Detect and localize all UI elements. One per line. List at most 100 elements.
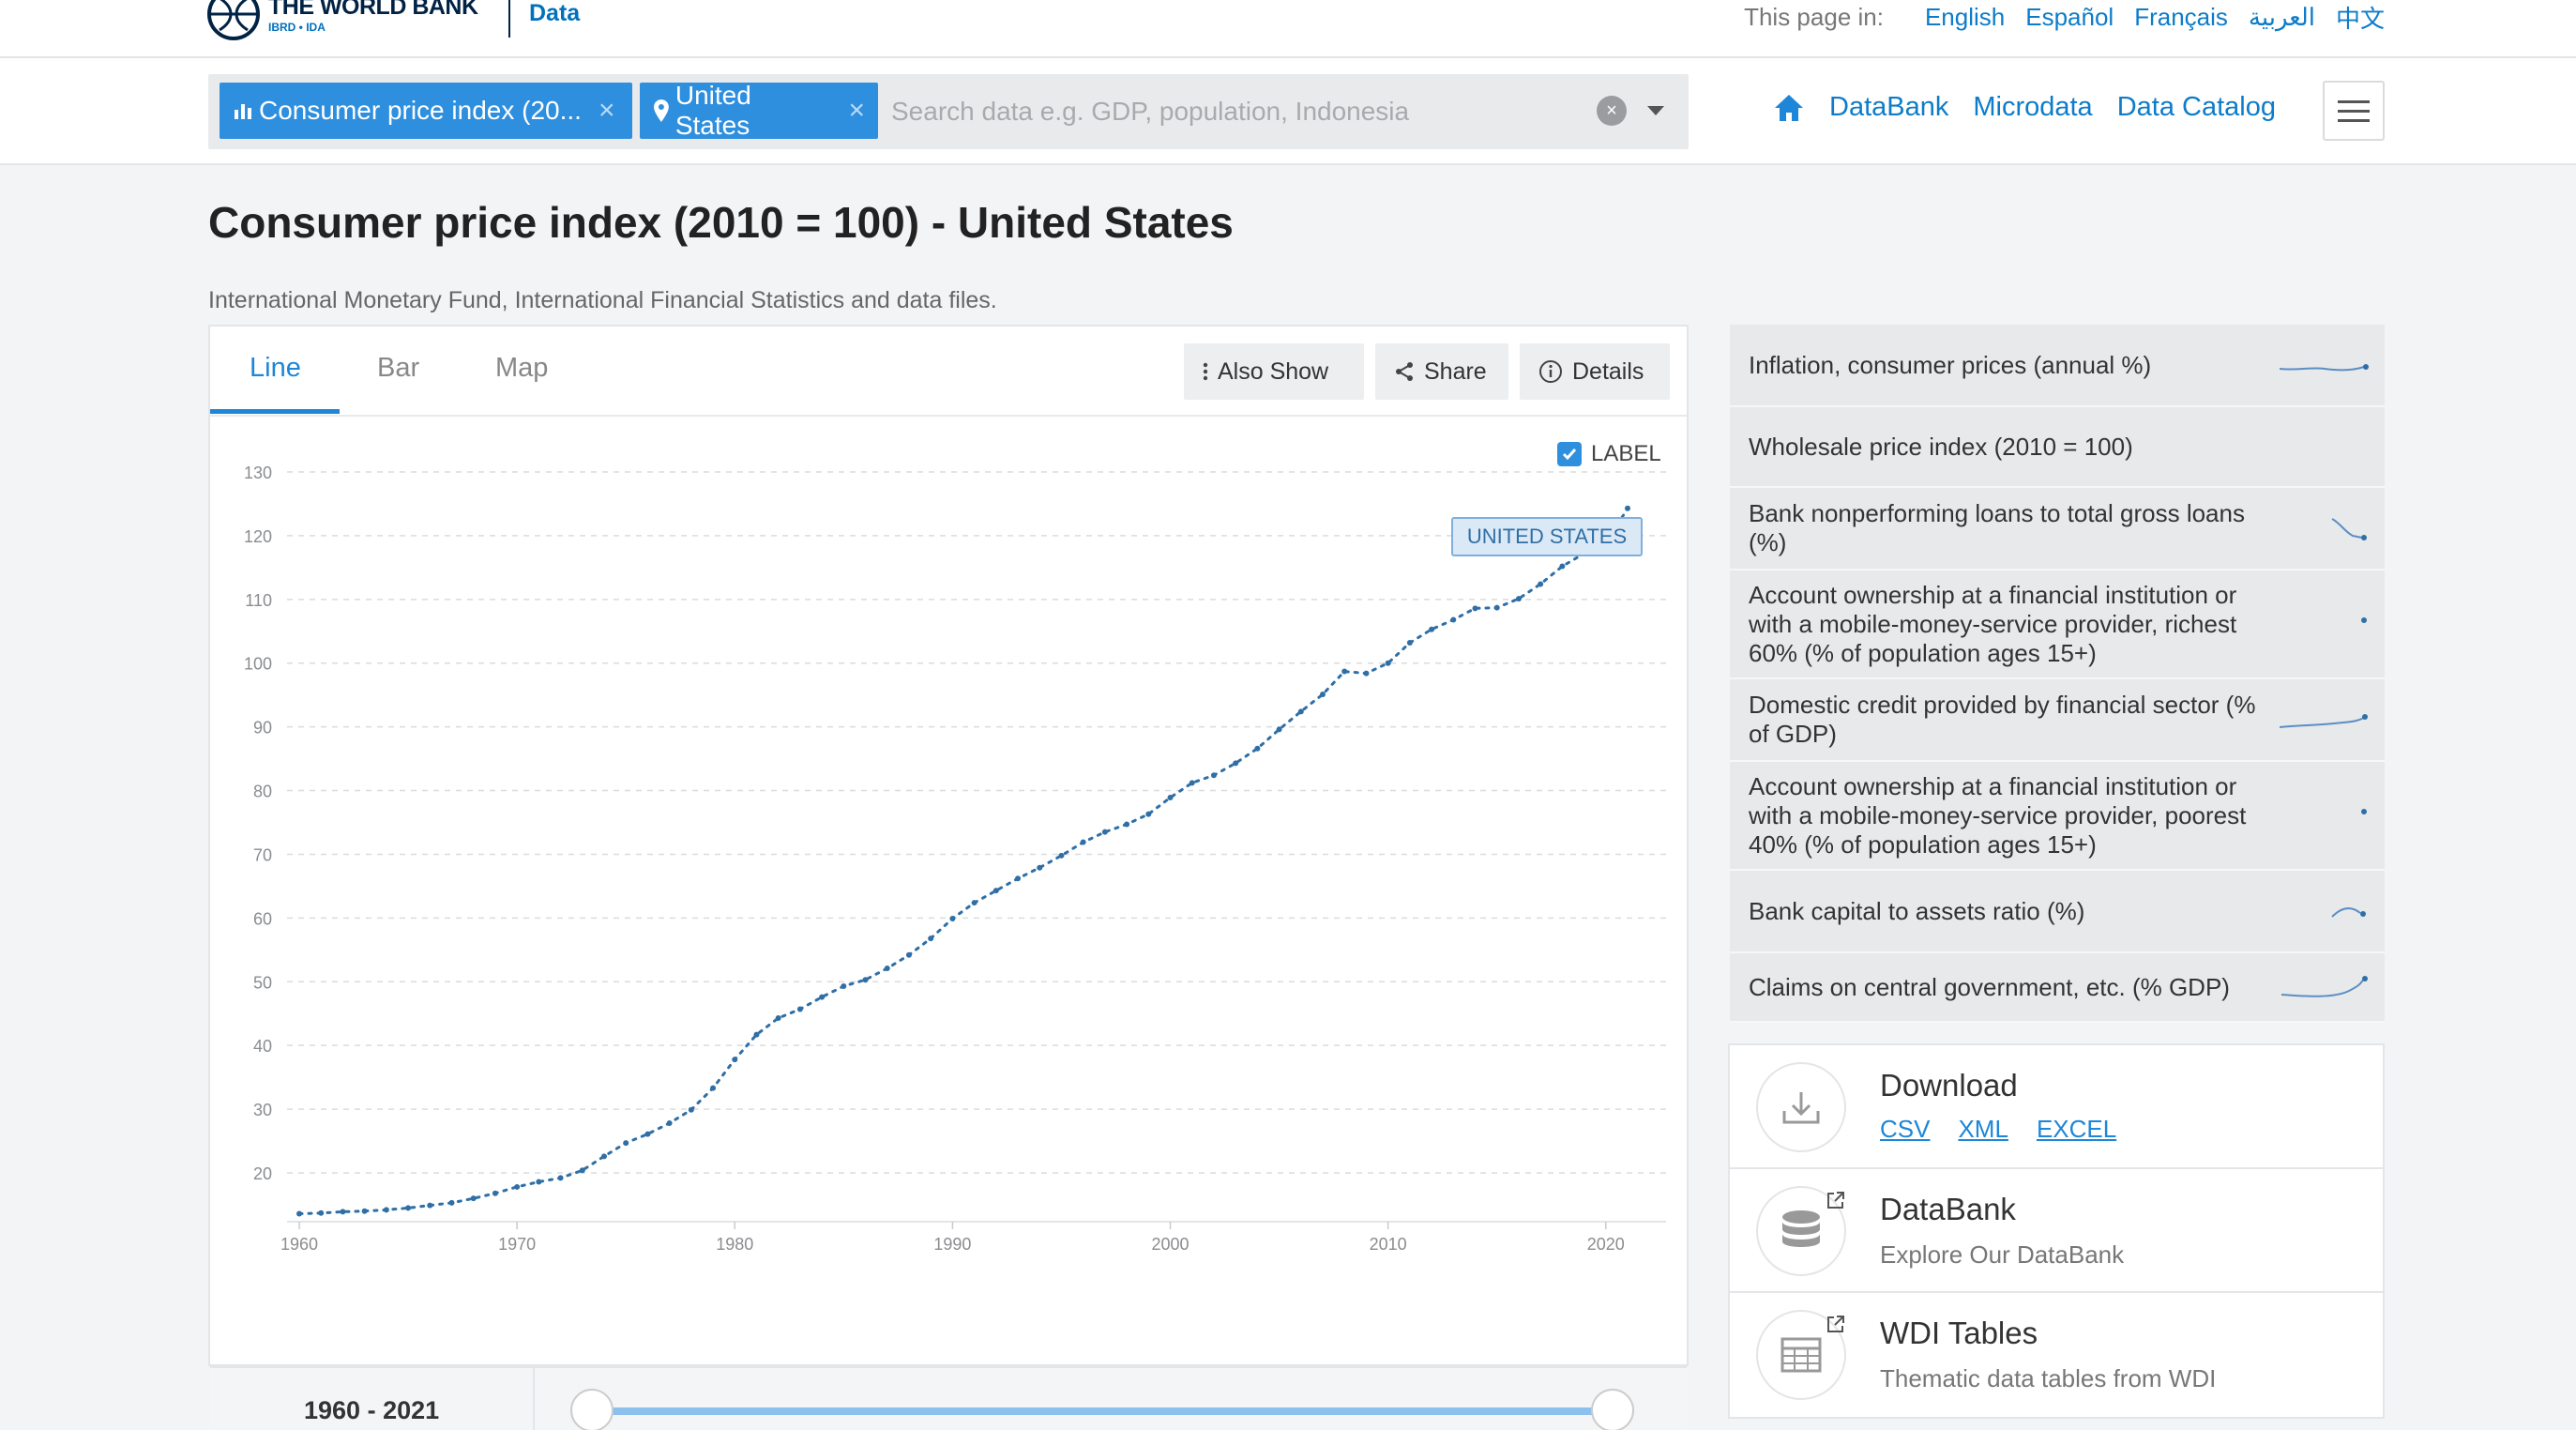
tab-line[interactable]: Line — [250, 353, 301, 383]
details-label: Details — [1572, 358, 1644, 385]
data-point — [557, 1175, 564, 1181]
lang-english[interactable]: English — [1924, 3, 2006, 31]
related-item-label: Account ownership at a financial institu… — [1749, 771, 2247, 859]
checkmark-icon — [1562, 449, 1577, 461]
y-tick-label: 110 — [245, 591, 272, 610]
location-pin-icon — [653, 99, 669, 122]
nav-links: DataBank Microdata Data Catalog — [1773, 92, 2276, 123]
data-point — [1037, 864, 1043, 871]
table-icon — [1780, 1337, 1822, 1373]
related-item[interactable]: Claims on central government, etc. (% GD… — [1730, 953, 2385, 1023]
date-range-slider[interactable] — [595, 1407, 1614, 1415]
related-item-label: Claims on central government, etc. (% GD… — [1749, 972, 2230, 1001]
data-point — [1080, 839, 1086, 845]
lang-francais[interactable]: Français — [2134, 3, 2228, 31]
hamburger-icon-bar — [2338, 118, 2370, 122]
section-link-data[interactable]: Data — [529, 0, 581, 26]
data-point — [905, 951, 912, 958]
country-chip[interactable]: United States × — [640, 81, 878, 140]
download-csv-link[interactable]: CSV — [1880, 1115, 1931, 1143]
download-card: Download CSV XML EXCEL — [1730, 1045, 2383, 1169]
lang-chinese[interactable]: 中文 — [2335, 5, 2385, 33]
related-item[interactable]: Wholesale price index (2010 = 100) — [1730, 407, 2385, 488]
related-item-label: Bank capital to assets ratio (%) — [1749, 896, 2085, 925]
menu-button[interactable] — [2323, 81, 2385, 141]
related-item[interactable]: Bank nonperforming loans to total gross … — [1730, 488, 2385, 570]
data-point — [775, 1014, 781, 1021]
data-point — [1058, 852, 1065, 859]
related-item[interactable]: Bank capital to assets ratio (%) — [1730, 871, 2385, 953]
data-point — [318, 1209, 325, 1216]
y-tick-label: 20 — [253, 1164, 272, 1183]
related-item[interactable]: Account ownership at a financial institu… — [1730, 570, 2385, 679]
chevron-down-icon[interactable] — [1647, 106, 1664, 115]
related-item[interactable]: Domestic credit provided by financial se… — [1730, 679, 2385, 762]
related-item[interactable]: Inflation, consumer prices (annual %) — [1730, 325, 2385, 407]
chart-series — [296, 505, 1630, 1217]
data-point — [971, 900, 977, 906]
nav-link-data-catalog[interactable]: Data Catalog — [2116, 92, 2276, 122]
label-checkbox[interactable] — [1557, 442, 1582, 466]
chart-grid — [287, 471, 1666, 1174]
data-point — [1276, 726, 1282, 733]
wdi-tables-card[interactable]: WDI Tables Thematic data tables from WDI — [1730, 1293, 2383, 1417]
close-icon[interactable]: × — [598, 95, 615, 126]
data-point — [448, 1199, 455, 1206]
world-bank-logo[interactable]: THE WORLD BANK IBRD • IDA — [206, 0, 478, 41]
download-excel-link[interactable]: EXCEL — [2036, 1115, 2117, 1143]
data-point — [427, 1202, 433, 1209]
database-icon — [1782, 1210, 1820, 1247]
data-point — [405, 1205, 412, 1211]
range-end-handle[interactable] — [1591, 1389, 1634, 1430]
y-tick-label: 50 — [253, 973, 272, 992]
data-point — [1101, 829, 1108, 835]
page-title: Consumer price index (2010 = 100) - Unit… — [208, 198, 1234, 247]
search-box[interactable]: Consumer price index (20... × United Sta… — [208, 74, 1689, 149]
close-icon[interactable]: × — [848, 95, 865, 126]
search-input[interactable] — [891, 84, 1604, 140]
data-point — [1625, 505, 1630, 511]
data-point — [753, 1031, 760, 1038]
data-point — [1297, 708, 1304, 715]
range-start-handle[interactable] — [570, 1389, 614, 1430]
data-point — [884, 966, 890, 972]
range-divider — [533, 1368, 535, 1430]
databank-card[interactable]: DataBank Explore Our DataBank — [1730, 1169, 2383, 1293]
indicator-chip[interactable]: Consumer price index (20... × — [220, 83, 632, 139]
data-point — [1189, 780, 1195, 786]
tab-map[interactable]: Map — [495, 353, 549, 383]
data-point — [644, 1131, 651, 1137]
data-point — [340, 1209, 346, 1215]
y-tick-label: 80 — [253, 783, 272, 801]
nav-link-microdata[interactable]: Microdata — [1973, 92, 2093, 122]
data-point — [796, 1006, 803, 1012]
details-button[interactable]: Details — [1520, 343, 1670, 400]
related-item[interactable]: Account ownership at a financial institu… — [1730, 762, 2385, 871]
top-bar: THE WORLD BANK IBRD • IDA Data This page… — [0, 0, 2576, 58]
dot-icon — [2361, 809, 2367, 814]
lang-arabic[interactable]: العربية — [2248, 3, 2315, 31]
data-point — [383, 1207, 389, 1213]
tab-bar[interactable]: Bar — [377, 353, 420, 383]
related-item-label: Wholesale price index (2010 = 100) — [1749, 432, 2133, 461]
wdi-icon-circle — [1756, 1310, 1846, 1400]
data-point — [600, 1153, 607, 1160]
nav-link-databank[interactable]: DataBank — [1829, 92, 1949, 122]
active-tab-indicator — [210, 409, 340, 414]
home-icon[interactable] — [1773, 93, 1805, 123]
globe-icon — [207, 0, 260, 40]
brand-name: THE WORLD BANK — [268, 0, 478, 20]
also-show-button[interactable]: Also Show — [1184, 343, 1364, 400]
range-separator: - — [360, 1396, 384, 1424]
page-source: International Monetary Fund, Internation… — [208, 287, 997, 313]
download-xml-link[interactable]: XML — [1958, 1115, 2008, 1143]
share-button[interactable]: Share — [1375, 343, 1508, 400]
label-toggle[interactable]: LABEL — [1557, 441, 1661, 467]
data-point — [1450, 616, 1457, 623]
clear-search-icon[interactable]: × — [1597, 96, 1627, 126]
data-point — [1515, 596, 1522, 602]
more-vertical-icon — [1203, 362, 1208, 381]
lang-espanol[interactable]: Español — [2025, 3, 2114, 31]
related-item-label: Bank nonperforming loans to total gross … — [1749, 499, 2245, 556]
hamburger-icon — [2338, 99, 2370, 103]
